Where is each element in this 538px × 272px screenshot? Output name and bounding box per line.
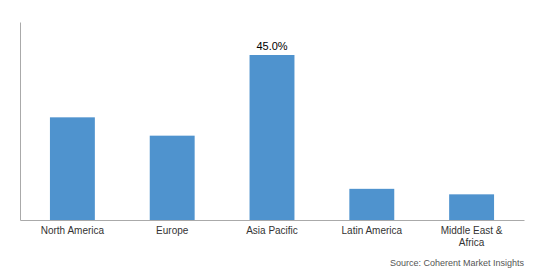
- data-label: 45.0%: [256, 40, 287, 52]
- x-tick: Asia Pacific: [246, 225, 298, 236]
- y-axis-line: [20, 23, 21, 221]
- x-tick: Middle East &Africa: [441, 225, 503, 248]
- bar: [250, 55, 295, 220]
- x-tick: Europe: [156, 225, 189, 236]
- bar: [150, 136, 195, 220]
- data-labels: 45.0%: [256, 40, 287, 52]
- x-tick: Latin America: [342, 225, 403, 236]
- x-tick-label: Asia Pacific: [246, 225, 298, 236]
- x-axis: North America Europe Asia Pacific Latin Ame…: [21, 221, 525, 248]
- bar: [349, 189, 394, 220]
- y-axis: [20, 23, 21, 221]
- bar: [50, 117, 95, 220]
- source-note: Source: Coherent Market Insights: [390, 258, 525, 268]
- x-tick-label: North America: [41, 225, 105, 236]
- bar: [449, 194, 494, 220]
- x-tick-label: Latin America: [342, 225, 403, 236]
- x-tick: North America: [41, 225, 105, 236]
- plot: North America Europe Asia Pacific Latin Ame…: [21, 23, 525, 248]
- x-axis-line: [21, 220, 525, 221]
- chart: North America Europe Asia Pacific Latin Ame…: [0, 0, 538, 272]
- x-tick-label: Europe: [156, 225, 189, 236]
- bars: [50, 55, 494, 220]
- x-tick-label: Middle East &Africa: [441, 225, 503, 248]
